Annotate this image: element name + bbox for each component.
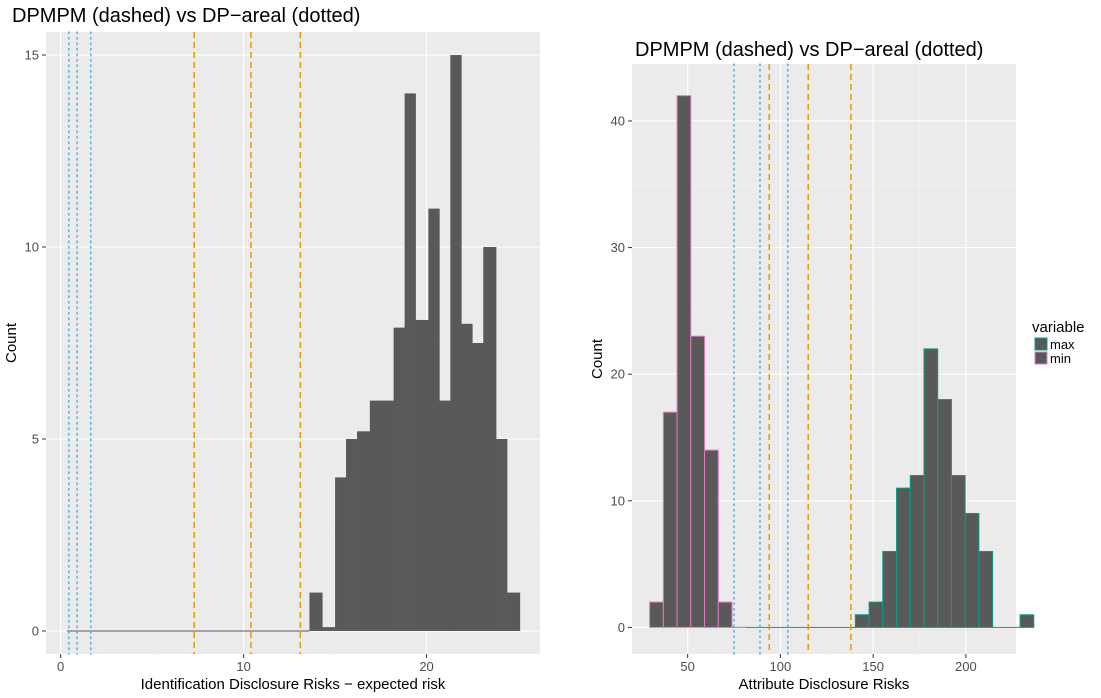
x-tick-label: 150	[862, 659, 884, 674]
x-tick-label: 20	[419, 659, 433, 674]
y-tick-label: 20	[611, 367, 625, 382]
reference-lines	[68, 31, 302, 655]
histogram-bar	[322, 627, 336, 631]
y-tick-label: 30	[611, 240, 625, 255]
histogram-bar	[439, 400, 451, 631]
histogram-bar	[369, 400, 382, 631]
legend-swatch-max	[1034, 337, 1048, 351]
y-tick-label: 5	[32, 431, 39, 446]
max-series-bar	[882, 550, 898, 628]
histogram-bar	[428, 208, 440, 631]
legend-label-min: min	[1050, 351, 1071, 366]
chart-title: DPMPM (dashed) vs DP−areal (dotted)	[12, 5, 360, 27]
y-tick-label: 15	[25, 48, 39, 63]
x-tick-label: 50	[680, 659, 694, 674]
histogram-bar	[415, 319, 429, 631]
legend-label-max: max	[1050, 337, 1075, 352]
max-series-bar	[978, 550, 994, 628]
min-series-bar	[662, 411, 678, 628]
y-tick-label: 0	[32, 623, 39, 638]
min-series-bar	[704, 449, 719, 628]
y-tick-label: 10	[25, 240, 39, 255]
min-series-bar	[690, 335, 706, 628]
y-tick-label: 0	[618, 620, 625, 635]
tick-labels: 50 100 150 200 0 10 20 30 40	[611, 113, 977, 674]
histogram-bar	[380, 400, 394, 631]
histogram-bar	[309, 592, 323, 631]
histogram-bar	[496, 438, 508, 631]
max-series-bar	[923, 348, 939, 628]
max-series-bar	[909, 474, 925, 628]
max-series-bar	[868, 601, 884, 628]
max-series-bar	[937, 399, 952, 628]
x-tick-label: 200	[955, 659, 977, 674]
min-series-bar	[649, 601, 664, 628]
min-series-bar	[676, 95, 692, 628]
max-series-bar	[964, 512, 980, 628]
histogram-bar	[483, 247, 497, 631]
histogram-bars	[649, 95, 1035, 628]
y-axis-title: Count	[3, 322, 20, 363]
identification-risk-histogram: DPMPM (dashed) vs DP−areal (dotted) 0 10 2…	[3, 5, 540, 693]
chart-title: DPMPM (dashed) vs DP−areal (dotted)	[635, 39, 983, 61]
histogram-bar	[357, 431, 371, 631]
legend: variable max min	[1032, 319, 1085, 366]
histogram-bar	[450, 55, 462, 631]
y-tick-label: 10	[611, 493, 625, 508]
histogram-bar	[393, 327, 405, 631]
x-tick-label: 10	[236, 659, 250, 674]
histogram-bar	[461, 323, 473, 631]
attribute-risk-histogram: DPMPM (dashed) vs DP−areal (dotted) 50 10…	[589, 39, 1035, 693]
histogram-bar	[404, 93, 416, 631]
max-series-bar	[1019, 614, 1035, 628]
y-axis-title: Count	[589, 338, 606, 379]
histogram-bars	[67, 55, 521, 632]
histogram-bar	[472, 343, 484, 631]
max-series-bar	[950, 474, 966, 628]
legend-title: variable	[1032, 319, 1085, 336]
x-tick-label: 0	[57, 659, 64, 674]
y-tick-label: 40	[611, 113, 625, 128]
histogram-bar	[346, 438, 358, 631]
tick-labels: 0 10 20 0 5 10 15	[25, 48, 434, 674]
histogram-bar	[507, 592, 521, 631]
max-series-bar	[854, 614, 870, 628]
legend-swatch-min	[1034, 351, 1048, 365]
x-axis-title: Attribute Disclosure Risks	[739, 676, 910, 693]
x-axis-title: Identification Disclosure Risks − expect…	[141, 676, 446, 693]
reference-lines	[733, 63, 852, 655]
x-tick-label: 100	[770, 659, 792, 674]
histogram-bar	[335, 477, 347, 631]
max-series-bar	[896, 487, 911, 628]
min-series-bar	[717, 601, 733, 628]
